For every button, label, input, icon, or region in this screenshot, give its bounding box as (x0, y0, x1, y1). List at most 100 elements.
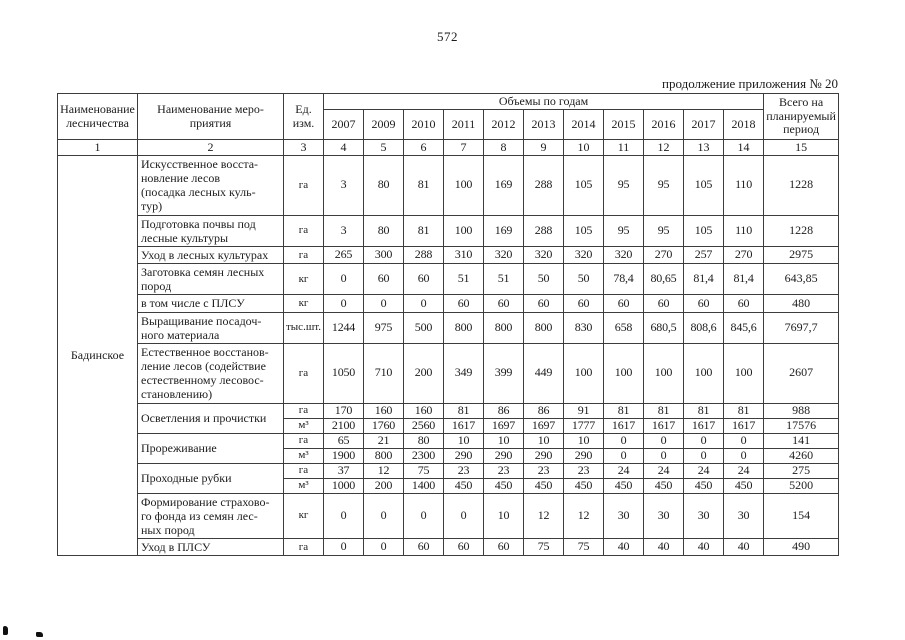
value-cell-2012: 10 (483, 492, 524, 539)
value-cell-2011: 60 (443, 537, 484, 557)
unit-cell: га (283, 342, 324, 404)
value-cell-2011: 349 (443, 342, 484, 404)
table-row: Естественное восстанов- ление лесов (сод… (58, 342, 840, 404)
value-cell-2014: 290 (563, 447, 604, 464)
value-cell-2013: 60 (523, 294, 564, 313)
year-header-2012: 2012 (483, 109, 524, 140)
column-number-11: 11 (603, 139, 644, 156)
value-cell-2018: 450 (722, 477, 765, 494)
value-cell-2009: 710 (363, 342, 404, 404)
value-cell-2017: 100 (683, 342, 724, 404)
unit-cell: тыс.шт. (283, 311, 324, 344)
value-cell-2017: 808,6 (683, 311, 724, 344)
value-cell-2011: 60 (443, 294, 484, 313)
total-cell: 154 (763, 492, 840, 539)
value-cell-2014: 1777 (563, 417, 604, 434)
total-cell: 2607 (763, 342, 840, 404)
activity-cell: Проходные рубки (137, 462, 284, 494)
value-cell-2010: 80 (403, 432, 444, 449)
value-cell-2018: 30 (722, 492, 765, 539)
value-cell-2016: 24 (643, 462, 684, 479)
value-cell-2009: 0 (363, 537, 404, 557)
value-cell-2007: 0 (323, 294, 364, 313)
value-cell-2010: 81 (403, 155, 444, 216)
value-cell-2015: 450 (603, 477, 644, 494)
value-cell-2011: 800 (443, 311, 484, 344)
total-cell: 4260 (763, 447, 840, 464)
value-cell-2007: 37 (323, 462, 364, 479)
value-cell-2016: 680,5 (643, 311, 684, 344)
value-cell-2017: 105 (683, 214, 724, 247)
value-cell-2017: 257 (683, 245, 724, 265)
page-number: 572 (437, 29, 458, 44)
value-cell-2015: 658 (603, 311, 644, 344)
table-body: Бадинское Искусственное восста- новление … (57, 154, 840, 557)
column-number-2: 2 (137, 139, 284, 156)
column-number-13: 13 (683, 139, 724, 156)
value-cell-2015: 100 (603, 342, 644, 404)
value-cell-2010: 75 (403, 462, 444, 479)
year-header-2011: 2011 (443, 109, 484, 140)
value-cell-2015: 30 (603, 492, 644, 539)
value-cell-2007: 1000 (323, 477, 364, 494)
activity-cell: Естественное восстанов- ление лесов (сод… (137, 342, 284, 404)
unit-cell: кг (283, 263, 324, 296)
total-cell: 490 (763, 537, 840, 557)
value-cell-2014: 91 (563, 402, 604, 419)
value-cell-2010: 160 (403, 402, 444, 419)
activity-cell: в том числе с ПЛСУ (137, 294, 284, 313)
total-cell: 141 (763, 432, 840, 449)
value-cell-2015: 95 (603, 214, 644, 247)
value-cell-2013: 290 (523, 447, 564, 464)
value-cell-2013: 50 (523, 263, 564, 296)
value-cell-2016: 0 (643, 432, 684, 449)
value-cell-2016: 30 (643, 492, 684, 539)
value-cell-2011: 10 (443, 432, 484, 449)
value-cell-2016: 100 (643, 342, 684, 404)
value-cell-2013: 23 (523, 462, 564, 479)
value-cell-2011: 81 (443, 402, 484, 419)
column-number-15: 15 (763, 139, 840, 156)
year-header-2015: 2015 (603, 109, 644, 140)
value-cell-2015: 81 (603, 402, 644, 419)
value-cell-2012: 320 (483, 245, 524, 265)
total-cell: 480 (763, 294, 840, 313)
value-cell-2014: 105 (563, 155, 604, 216)
value-cell-2014: 10 (563, 432, 604, 449)
value-cell-2017: 450 (683, 477, 724, 494)
value-cell-2012: 290 (483, 447, 524, 464)
activity-cell: Заготовка семян лесных пород (137, 263, 284, 296)
value-cell-2007: 65 (323, 432, 364, 449)
value-cell-2014: 105 (563, 214, 604, 247)
value-cell-2011: 310 (443, 245, 484, 265)
value-cell-2014: 100 (563, 342, 604, 404)
header-activity-name: Наименование меро- приятия (137, 93, 284, 140)
value-cell-2009: 1760 (363, 417, 404, 434)
activity-cell: Подготовка почвы под лесные культуры (137, 214, 284, 247)
value-cell-2012: 399 (483, 342, 524, 404)
value-cell-2009: 160 (363, 402, 404, 419)
value-cell-2012: 60 (483, 537, 524, 557)
total-cell: 1228 (763, 214, 840, 247)
value-cell-2017: 0 (683, 432, 724, 449)
value-cell-2016: 95 (643, 155, 684, 216)
volumes-by-years-table: Наименование лесничества Наименование ме… (57, 93, 840, 557)
value-cell-2015: 0 (603, 432, 644, 449)
table-header: Наименование лесничества Наименование ме… (57, 93, 840, 156)
table-row: Прореживание га 65 21 80 10 10 10 10 0 0 0 0 141 (58, 432, 840, 464)
value-cell-2010: 60 (403, 537, 444, 557)
value-cell-2014: 23 (563, 462, 604, 479)
value-cell-2013: 288 (523, 214, 564, 247)
value-cell-2018: 40 (722, 537, 765, 557)
value-cell-2013: 1697 (523, 417, 564, 434)
value-cell-2013: 75 (523, 537, 564, 557)
value-cell-2016: 60 (643, 294, 684, 313)
value-cell-2009: 60 (363, 263, 404, 296)
value-cell-2011: 100 (443, 155, 484, 216)
ink-speck (3, 626, 8, 635)
value-cell-2018: 81 (722, 402, 765, 419)
unit-cell: м³ (283, 447, 324, 464)
table-row: Осветления и прочистки га 170 160 160 81 86 86 9… (58, 402, 840, 434)
year-header-2014: 2014 (563, 109, 604, 140)
value-cell-2014: 320 (563, 245, 604, 265)
